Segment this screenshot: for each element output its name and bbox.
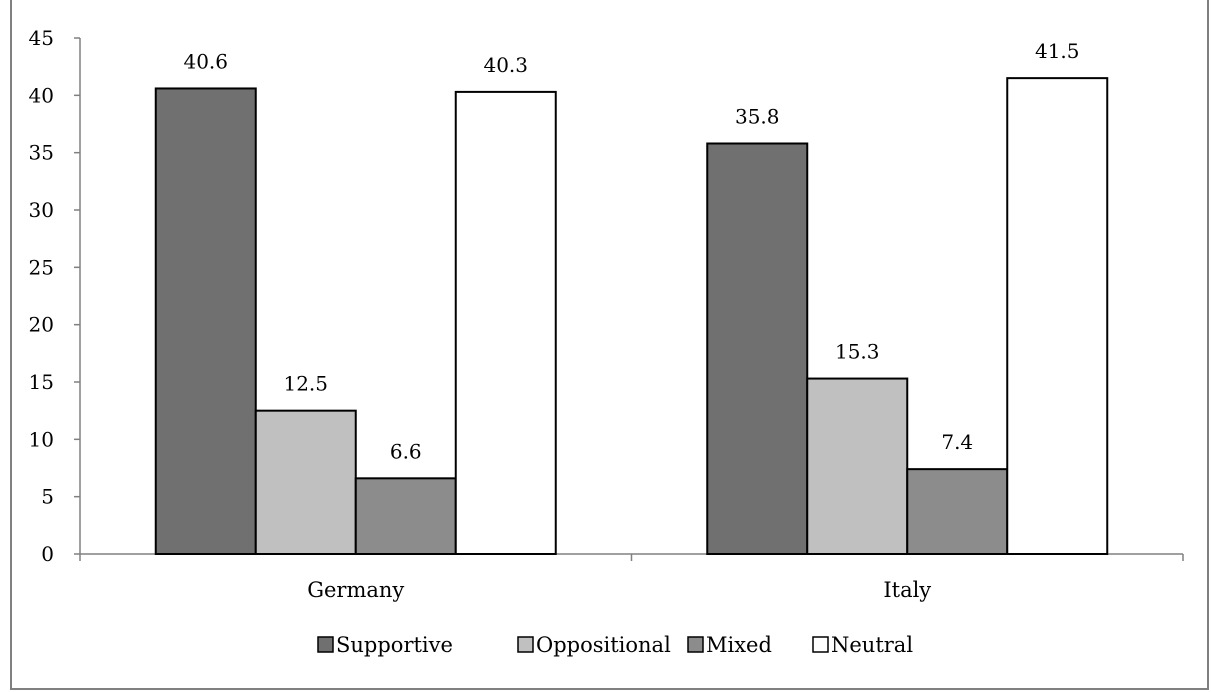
legend-swatch [317, 636, 334, 653]
y-tick-label: 15 [29, 370, 54, 394]
data-label: 15.3 [835, 340, 880, 364]
bar-oppositional-italy [806, 377, 909, 555]
legend-item-supportive: Supportive [317, 633, 453, 657]
y-tick-label: 25 [29, 255, 54, 279]
data-labels: 40.6 12.5 6.6 40.3 35.8 15.3 7.4 41.5 [183, 39, 1079, 463]
legend-swatch [687, 636, 704, 653]
x-axis [79, 553, 1184, 561]
bar-oppositional-germany [254, 409, 357, 555]
data-label: 40.3 [483, 53, 528, 77]
category-labels: Germany Italy [307, 578, 931, 602]
data-label: 6.6 [390, 439, 422, 463]
legend-swatch [517, 636, 534, 653]
data-label: 35.8 [735, 104, 780, 128]
y-tick-label: 30 [29, 198, 54, 222]
bar-supportive-italy [706, 142, 809, 555]
y-tick-label: 5 [41, 485, 54, 509]
y-tick-label: 35 [29, 141, 54, 165]
bar-mixed-germany [354, 477, 457, 556]
legend: Supportive Oppositional Mixed Neutral [317, 633, 913, 657]
legend-label: Supportive [336, 633, 453, 657]
y-tick-label: 20 [29, 313, 54, 337]
bar-neutral-italy [1006, 77, 1109, 555]
legend-label: Mixed [706, 633, 772, 657]
category-label: Germany [307, 578, 404, 602]
y-tick-label: 10 [29, 427, 54, 451]
bars [154, 77, 1109, 556]
bar-supportive-germany [154, 87, 257, 555]
data-label: 40.6 [183, 49, 228, 73]
legend-label: Oppositional [536, 633, 671, 657]
legend-label: Neutral [831, 633, 913, 657]
y-tick-label: 0 [41, 542, 54, 566]
legend-item-mixed: Mixed [687, 633, 772, 657]
data-label: 7.4 [941, 430, 973, 454]
legend-item-oppositional: Oppositional [517, 633, 671, 657]
category-label: Italy [883, 578, 931, 602]
bar-neutral-germany [454, 90, 557, 555]
y-axis: 0 5 10 15 20 25 30 35 40 45 [29, 26, 81, 566]
legend-swatch [812, 636, 829, 653]
y-tick-label: 45 [29, 26, 54, 50]
bar-mixed-italy [906, 468, 1009, 555]
data-label: 12.5 [283, 372, 328, 396]
y-tick-label: 40 [29, 83, 54, 107]
legend-item-neutral: Neutral [812, 633, 913, 657]
data-label: 41.5 [1035, 39, 1080, 63]
